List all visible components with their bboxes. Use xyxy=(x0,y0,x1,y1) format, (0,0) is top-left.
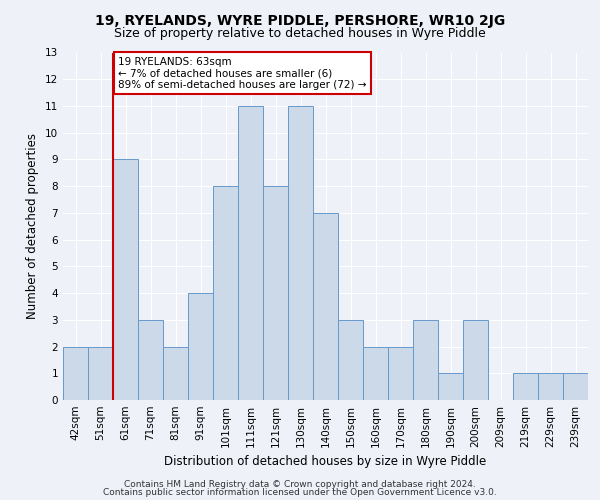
Bar xyxy=(388,346,413,400)
Y-axis label: Number of detached properties: Number of detached properties xyxy=(26,133,40,320)
Bar xyxy=(88,346,113,400)
Text: Contains public sector information licensed under the Open Government Licence v3: Contains public sector information licen… xyxy=(103,488,497,497)
Bar xyxy=(163,346,188,400)
Bar xyxy=(288,106,313,400)
Bar xyxy=(438,374,463,400)
Bar xyxy=(63,346,88,400)
Text: 19 RYELANDS: 63sqm
← 7% of detached houses are smaller (6)
89% of semi-detached : 19 RYELANDS: 63sqm ← 7% of detached hous… xyxy=(118,56,367,90)
Bar xyxy=(263,186,288,400)
Bar xyxy=(113,160,138,400)
Bar xyxy=(538,374,563,400)
Text: Contains HM Land Registry data © Crown copyright and database right 2024.: Contains HM Land Registry data © Crown c… xyxy=(124,480,476,489)
X-axis label: Distribution of detached houses by size in Wyre Piddle: Distribution of detached houses by size … xyxy=(164,456,487,468)
Text: 19, RYELANDS, WYRE PIDDLE, PERSHORE, WR10 2JG: 19, RYELANDS, WYRE PIDDLE, PERSHORE, WR1… xyxy=(95,14,505,28)
Bar xyxy=(138,320,163,400)
Bar xyxy=(463,320,488,400)
Bar xyxy=(413,320,438,400)
Bar xyxy=(238,106,263,400)
Bar xyxy=(338,320,363,400)
Bar xyxy=(513,374,538,400)
Text: Size of property relative to detached houses in Wyre Piddle: Size of property relative to detached ho… xyxy=(114,28,486,40)
Bar xyxy=(213,186,238,400)
Bar xyxy=(188,293,213,400)
Bar xyxy=(563,374,588,400)
Bar xyxy=(363,346,388,400)
Bar xyxy=(313,213,338,400)
